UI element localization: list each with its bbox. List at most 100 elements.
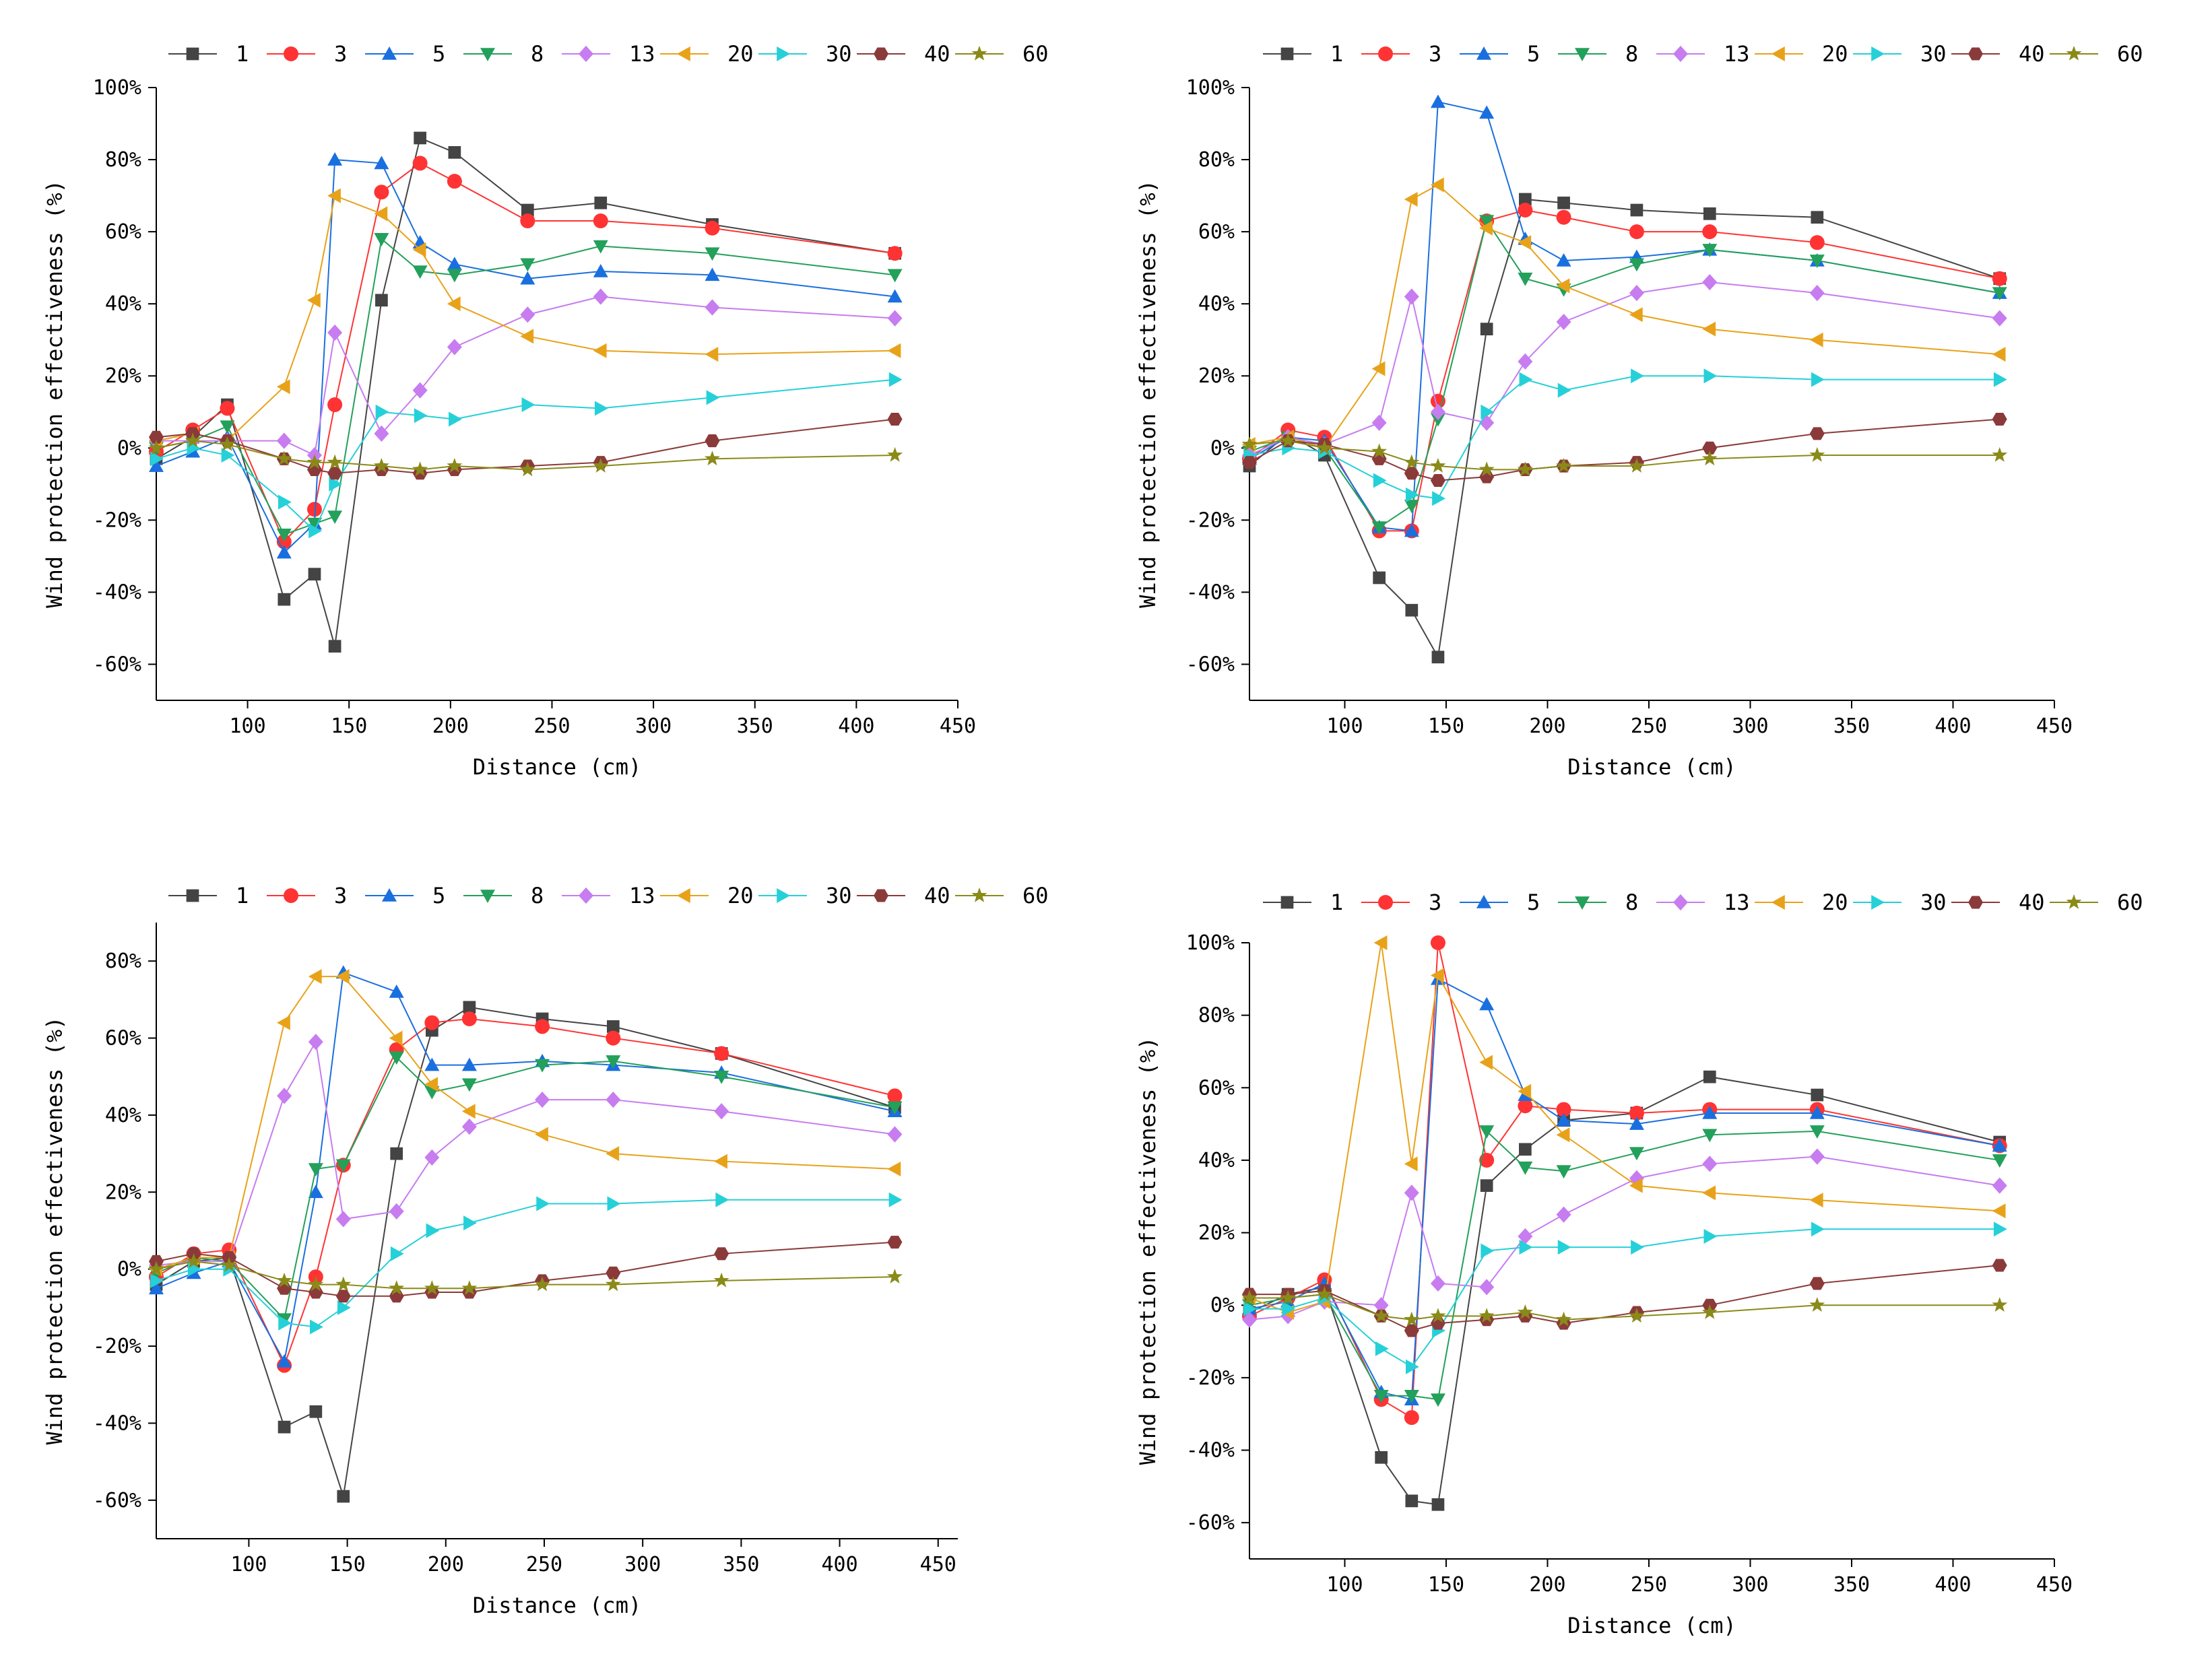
data-point [1702, 1129, 1718, 1143]
data-point [593, 343, 607, 358]
data-point [705, 267, 720, 281]
legend-item-8: 8 [463, 883, 544, 908]
data-point [337, 1300, 351, 1315]
legend-marker [1673, 894, 1688, 911]
data-point [1629, 224, 1644, 240]
data-point [1557, 1240, 1571, 1255]
data-point [276, 1272, 292, 1288]
legend-label: 13 [1724, 890, 1750, 915]
legend-label: 13 [629, 883, 655, 908]
data-point [1703, 1228, 1718, 1244]
y-tick-label: -60% [93, 653, 141, 676]
data-point [1316, 440, 1332, 455]
data-point [374, 185, 389, 200]
legend-marker [777, 46, 790, 61]
legend-marker [2066, 45, 2082, 61]
legend-marker [284, 46, 298, 61]
data-point [309, 1405, 323, 1418]
legend-label: 3 [1429, 890, 1441, 915]
data-point [1430, 935, 1445, 950]
data-point [704, 451, 720, 466]
data-point [327, 467, 343, 480]
x-tick-label: 350 [1833, 714, 1870, 738]
data-point [150, 1273, 164, 1288]
legend-item-40: 40 [1951, 41, 2045, 67]
data-point [1371, 443, 1388, 459]
data-point [714, 1070, 729, 1084]
data-point [1241, 436, 1258, 451]
legend-marker [971, 887, 987, 902]
legend-item-3: 3 [1361, 41, 1441, 67]
x-tick-label: 150 [329, 1553, 366, 1576]
data-point [1992, 1259, 2007, 1272]
legend-item-1: 1 [1263, 890, 1343, 915]
data-point [1430, 968, 1444, 983]
data-point [1631, 368, 1644, 384]
legend-item-1: 1 [168, 883, 249, 908]
series-60 [148, 1253, 903, 1296]
data-point [221, 448, 235, 463]
legend-item-60: 60 [2050, 41, 2143, 67]
data-point [1406, 1359, 1419, 1374]
data-point [412, 382, 428, 399]
series-20 [149, 969, 901, 1277]
data-point [278, 593, 291, 606]
data-point [1480, 1179, 1493, 1192]
legend-marker [1575, 48, 1590, 61]
data-point [536, 1196, 550, 1211]
legend-marker [579, 45, 593, 63]
data-point [535, 1019, 550, 1034]
x-tick-label: 450 [920, 1553, 956, 1576]
legend-marker [480, 48, 495, 61]
data-point [1809, 1148, 1825, 1165]
legend-label: 1 [1330, 41, 1343, 67]
legend-item-3: 3 [1361, 890, 1441, 915]
series-60 [148, 432, 903, 477]
series-line [156, 1241, 895, 1297]
series-30 [150, 372, 903, 539]
data-point [1519, 372, 1533, 387]
data-point [306, 502, 322, 517]
data-point [1992, 287, 2007, 301]
data-point [389, 1280, 405, 1296]
series-30 [150, 1192, 903, 1335]
data-point [335, 1276, 352, 1292]
data-point [887, 343, 901, 358]
x-tick-label: 250 [526, 1553, 562, 1576]
data-point [1518, 1083, 1532, 1099]
y-tick-label: 40% [1198, 1149, 1235, 1172]
series-1 [150, 1001, 901, 1503]
series-5 [1242, 94, 2007, 537]
data-point [1375, 1450, 1388, 1464]
data-point [185, 432, 201, 448]
data-point [1404, 191, 1418, 207]
data-point [1280, 432, 1296, 448]
legend-marker [579, 887, 593, 904]
data-point [375, 404, 389, 420]
legend-marker [382, 46, 397, 60]
data-point [1809, 427, 1825, 440]
data-point [374, 233, 389, 246]
data-point [1702, 1185, 1716, 1201]
legend-marker [971, 45, 987, 61]
data-point [593, 213, 608, 229]
data-point [1481, 1243, 1495, 1259]
series-60 [1241, 1286, 2008, 1327]
series-line [156, 1018, 895, 1368]
data-point [887, 1126, 903, 1143]
series-5 [1242, 971, 2007, 1405]
data-point [148, 1261, 164, 1276]
x-axis-title: Distance (cm) [473, 1593, 641, 1618]
legend-label: 3 [1429, 41, 1441, 67]
data-point [535, 1059, 550, 1073]
data-point [424, 1057, 440, 1071]
data-point [414, 408, 428, 424]
legend-marker [1378, 895, 1393, 910]
data-point [1404, 500, 1419, 513]
series-13 [149, 288, 903, 464]
y-tick-label: 100% [1186, 76, 1235, 100]
data-point [1809, 235, 1825, 251]
data-point [1518, 203, 1533, 218]
data-point [390, 1246, 404, 1261]
data-point [1702, 441, 1718, 455]
